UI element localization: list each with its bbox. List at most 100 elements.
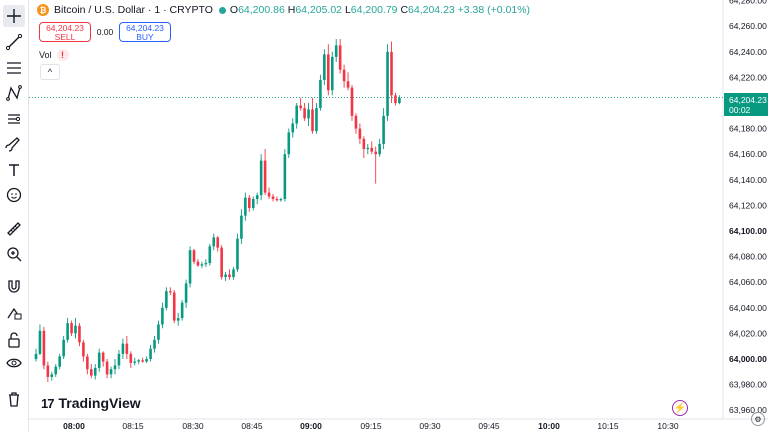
y-tick-label: 63,960.00 <box>729 405 767 415</box>
candle-body <box>58 356 61 367</box>
candle <box>327 44 330 96</box>
candle <box>228 269 231 280</box>
pattern-icon[interactable] <box>3 82 25 104</box>
ruler-icon[interactable] <box>3 218 25 240</box>
zoom-icon[interactable] <box>3 243 25 265</box>
eye-icon[interactable] <box>3 352 25 374</box>
collapse-button[interactable]: ^ <box>40 64 60 80</box>
y-tick-label: 64,180.00 <box>729 124 767 134</box>
candle <box>97 348 101 372</box>
sell-button[interactable]: 64,204.23 SELL <box>39 22 91 42</box>
candle <box>299 97 302 111</box>
candle <box>232 266 235 280</box>
candle <box>378 138 381 157</box>
candle-body <box>287 132 291 155</box>
x-tick-label: 09:30 <box>419 421 441 431</box>
candle <box>50 371 54 381</box>
candle-body <box>121 343 125 354</box>
candle-body <box>204 263 208 265</box>
buy-button[interactable]: 64,204.23 BUY <box>119 22 171 42</box>
candle-body <box>244 197 247 216</box>
candle <box>121 338 125 359</box>
symbol-title[interactable]: Bitcoin / U.S. Dollar · 1 · CRYPTO <box>54 4 213 16</box>
change-value: +3.38 (+0.01%) <box>457 4 531 16</box>
y-tick-label: 64,260.00 <box>729 21 767 31</box>
volume-indicator[interactable]: Vol ! <box>39 49 69 61</box>
x-tick-label: 08:30 <box>182 421 204 431</box>
volume-label: Vol <box>39 50 52 60</box>
sell-label: SELL <box>54 32 76 42</box>
candle <box>82 339 85 362</box>
market-status-icon[interactable] <box>218 6 226 14</box>
candle <box>350 85 354 121</box>
settings-icon[interactable]: ⚙ <box>751 412 765 426</box>
candle-body <box>105 361 109 375</box>
candle-body <box>398 97 401 103</box>
ohlc-values: O64,200.86 H64,205.02 L64,200.79 C64,204… <box>230 4 530 16</box>
x-tick-label: 09:45 <box>478 421 500 431</box>
candle-body <box>334 45 338 57</box>
candle-body <box>145 359 148 362</box>
symbol-header: ₿ Bitcoin / U.S. Dollar · 1 · CRYPTO O64… <box>37 4 530 16</box>
candle <box>334 39 338 63</box>
candle-body <box>66 323 69 340</box>
text-icon[interactable] <box>3 159 25 181</box>
fib-icon[interactable] <box>3 57 25 79</box>
candle-body <box>394 95 397 103</box>
candle <box>244 192 247 221</box>
candle-body <box>34 353 38 359</box>
candle <box>109 366 113 379</box>
candle-body <box>228 274 231 278</box>
candle-body <box>86 356 89 370</box>
candle-body <box>240 215 243 239</box>
candle-body <box>327 54 330 91</box>
high-value: 64,205.02 <box>295 4 343 16</box>
emoji-icon[interactable] <box>3 184 25 206</box>
x-tick-label: 09:00 <box>300 421 322 431</box>
forecast-icon[interactable] <box>3 108 25 130</box>
brush-icon[interactable] <box>3 134 25 156</box>
candle-body <box>263 160 267 193</box>
candle <box>362 136 366 159</box>
lock-draw-icon[interactable] <box>3 302 25 324</box>
candle <box>323 49 326 86</box>
candle <box>307 103 310 127</box>
candle-body <box>200 264 204 266</box>
trash-icon[interactable] <box>3 388 25 410</box>
candle <box>370 141 374 155</box>
candle-body <box>291 123 295 133</box>
candle-body <box>319 79 322 109</box>
candle-body <box>129 353 133 363</box>
unlock-icon[interactable] <box>3 329 25 351</box>
candle <box>204 259 208 267</box>
open-label: O <box>229 4 239 16</box>
candle <box>42 327 46 370</box>
warning-icon[interactable]: ! <box>56 49 69 61</box>
candle-body <box>125 343 129 354</box>
candle <box>188 246 192 288</box>
candle-body <box>184 283 188 303</box>
magnet-icon[interactable] <box>3 276 25 298</box>
candle-body <box>109 369 113 375</box>
tradingview-logo[interactable]: 17 TradingView <box>41 395 141 411</box>
high-label: H <box>287 4 296 16</box>
trend-line-icon[interactable] <box>3 31 25 53</box>
open-value: 64,200.86 <box>238 4 285 16</box>
candle-body <box>117 353 121 366</box>
candle-body <box>90 369 93 376</box>
candle <box>251 196 255 211</box>
candle <box>398 95 401 105</box>
candle-body <box>354 115 358 129</box>
candle-body <box>54 366 58 375</box>
price-chart[interactable]: 64,260.0064,240.0064,220.0064,200.0064,1… <box>29 0 768 432</box>
candle <box>145 356 148 363</box>
buy-price: 64,204.23 <box>126 23 164 33</box>
candle <box>390 41 393 103</box>
candle-body <box>315 108 318 132</box>
logo-mark: 17 <box>41 395 55 411</box>
lightning-icon[interactable]: ⚡ <box>672 400 688 416</box>
crosshair-icon[interactable] <box>3 5 25 27</box>
candle-body <box>133 361 137 363</box>
candle-body <box>78 325 81 343</box>
candle <box>133 357 137 366</box>
